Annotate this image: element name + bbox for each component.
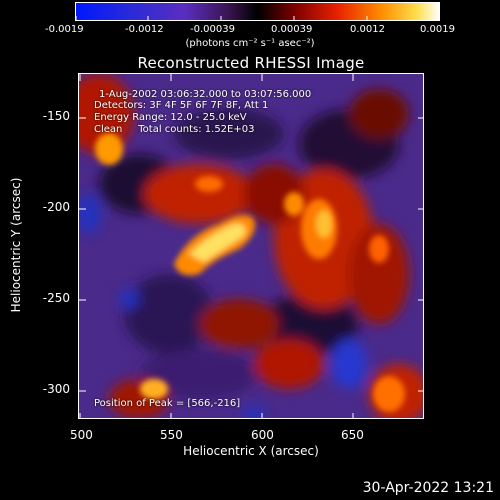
rhessi-image	[78, 73, 424, 419]
annotation-peak-position: Position of Peak = [566,-216]	[94, 398, 241, 409]
plot-title: Reconstructed RHESSI Image	[137, 54, 365, 72]
colorbar	[75, 2, 440, 21]
x-tick-label: 500	[70, 428, 93, 442]
annotation-energy-range: Energy Range: 12.0 - 25.0 keV	[94, 112, 247, 123]
x-axis-label: Heliocentric X (arcsec)	[183, 444, 319, 458]
colorbar-tick: 0.0012	[350, 24, 385, 35]
annotation-detectors: Detectors: 3F 4F 5F 6F 7F 8F, Att 1	[94, 100, 269, 111]
colorbar-tick: -0.00039	[190, 24, 235, 35]
colorbar-tick: 0.00039	[271, 24, 313, 35]
y-axis-label: Heliocentric Y (arcsec)	[9, 177, 23, 313]
colorbar-tick: -0.0019	[45, 24, 84, 35]
plot-ticks	[79, 74, 423, 418]
colorbar-tick: -0.0012	[125, 24, 164, 35]
colorbar-units: (photons cm⁻² s⁻¹ asec⁻²)	[185, 38, 315, 49]
colorbar-tick: 0.0019	[420, 24, 455, 35]
x-tick-label: 650	[341, 428, 364, 442]
x-tick-label: 550	[160, 428, 183, 442]
y-tick-label: -250	[42, 291, 70, 305]
annotation-clean-counts: Clean Total counts: 1.52E+03	[94, 124, 255, 135]
x-tick-label: 600	[251, 428, 274, 442]
render-timestamp: 30-Apr-2022 13:21	[362, 480, 494, 496]
annotation-time-range: 1-Aug-2002 03:06:32.000 to 03:07:56.000	[99, 89, 312, 100]
y-tick-label: -300	[42, 382, 70, 396]
rhessi-image-map	[79, 74, 423, 418]
y-tick-label: -200	[42, 200, 70, 214]
y-tick-label: -150	[42, 109, 70, 123]
